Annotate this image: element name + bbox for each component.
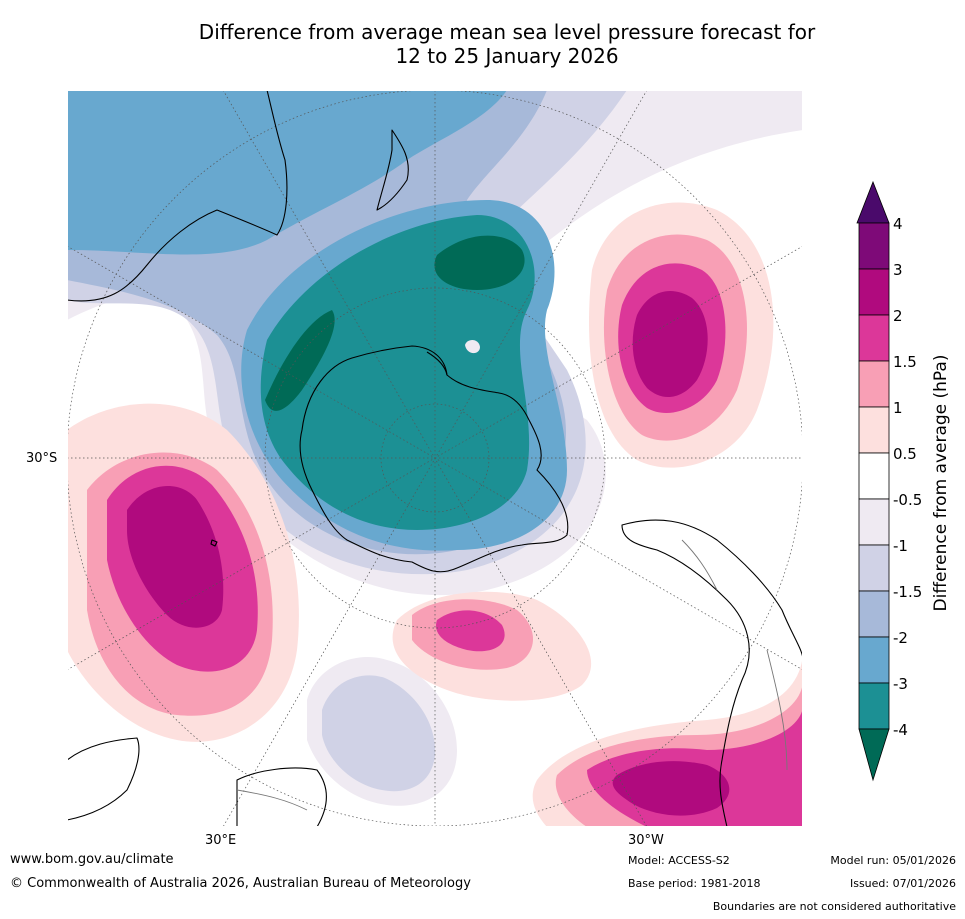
- colorbar-band-minus-3-to-minus-4: [858, 682, 890, 730]
- country-borders: [236, 539, 788, 811]
- colorbar-tick-minus-1-5: -1.5: [893, 583, 923, 601]
- issued-date: Issued: 07/01/2026: [849, 877, 956, 890]
- colorbar-tick-2: 2: [893, 307, 903, 325]
- colorbar-tick-1: 1: [893, 399, 903, 417]
- colorbar-tick-1-5: 1.5: [893, 353, 917, 371]
- colorbar-title: Difference from average (hPa): [931, 354, 951, 612]
- base-period: Base period: 1981-2018: [628, 877, 761, 890]
- chart-title: Difference from average mean sea level p…: [0, 20, 965, 68]
- colorbar-tick-0-5: 0.5: [893, 445, 917, 463]
- colorbar-tick-3: 3: [893, 261, 903, 279]
- antarctica-coastline: [299, 345, 569, 573]
- colorbar-band-minus-1-to-minus-1-5: [858, 544, 890, 592]
- colorbar-tick-minus-0-5: -0.5: [893, 491, 923, 509]
- colorbar-band-1-to-1-5: [858, 360, 890, 408]
- coastlines: [67, 90, 803, 827]
- colorbar-band-2-to-3: [858, 268, 890, 316]
- website-link[interactable]: www.bom.gov.au/climate: [10, 852, 174, 867]
- longitude-label-30w: 30°W: [628, 833, 664, 848]
- colorbar-tick-minus-2: -2: [893, 629, 908, 647]
- colorbar-band-0-5-to-1: [858, 406, 890, 454]
- longitude-label-30e: 30°E: [205, 833, 237, 848]
- model-name: Model: ACCESS-S2: [628, 854, 730, 867]
- colorbar-tick-minus-1: -1: [893, 537, 908, 555]
- colorbar-tick-minus-4: -4: [893, 721, 908, 739]
- colorbar-band-3-to-4: [858, 222, 890, 270]
- colorbar-band-1-5-to-2: [858, 314, 890, 362]
- positive-anomaly-field: [67, 202, 803, 827]
- africa-coastline: [67, 737, 140, 821]
- map-frame: [67, 90, 803, 827]
- colorbar-extend-above-4: [856, 180, 890, 224]
- latitude-label-30s: 30°S: [26, 451, 58, 466]
- model-run-date: Model run: 05/01/2026: [830, 854, 956, 867]
- colorbar-band-minus-1-5-to-minus-2: [858, 590, 890, 638]
- colorbar-extend-below-minus-4: [858, 728, 890, 782]
- colorbar-band-minus-2-to-minus-3: [858, 636, 890, 684]
- copyright-text: © Commonwealth of Australia 2026, Austra…: [10, 876, 471, 891]
- title-line-2: 12 to 25 January 2026: [395, 44, 619, 68]
- southern-africa-islands: [236, 767, 328, 827]
- boundaries-disclaimer: Boundaries are not considered authoritat…: [712, 900, 956, 913]
- colorbar-tick-minus-3: -3: [893, 675, 908, 693]
- colorbar-tick-4: 4: [893, 215, 903, 233]
- colorbar-band-neutral: [858, 452, 890, 500]
- antarctic-peninsula: [426, 351, 448, 376]
- colorbar: [856, 180, 890, 782]
- graticule: [67, 90, 803, 827]
- pressure-anomaly-map: [67, 90, 803, 827]
- new-zealand-coastline: [376, 129, 409, 211]
- sub-antarctic-island: [210, 539, 218, 547]
- australia-coastline: [67, 90, 288, 302]
- south-america-coastline: [621, 519, 803, 827]
- title-line-1: Difference from average mean sea level p…: [198, 20, 816, 44]
- colorbar-band-minus-0-5-to-minus-1: [858, 498, 890, 546]
